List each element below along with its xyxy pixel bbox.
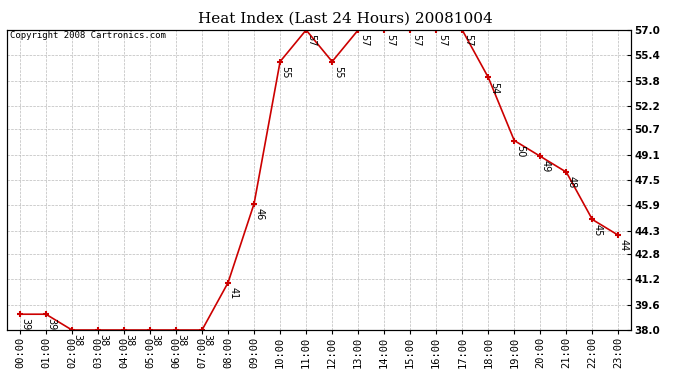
Text: 46: 46 (255, 208, 265, 220)
Text: 48: 48 (567, 176, 577, 189)
Text: 55: 55 (281, 66, 290, 78)
Text: 38: 38 (99, 334, 108, 346)
Text: 54: 54 (489, 81, 499, 94)
Text: 57: 57 (385, 34, 395, 46)
Text: Copyright 2008 Cartronics.com: Copyright 2008 Cartronics.com (10, 32, 166, 40)
Text: 44: 44 (619, 239, 629, 252)
Text: 57: 57 (306, 34, 317, 46)
Text: 38: 38 (150, 334, 161, 346)
Text: 41: 41 (228, 287, 239, 299)
Text: 50: 50 (515, 145, 525, 157)
Text: 39: 39 (46, 318, 57, 331)
Text: 55: 55 (333, 66, 343, 78)
Text: 39: 39 (21, 318, 30, 331)
Text: 38: 38 (177, 334, 186, 346)
Text: 57: 57 (411, 34, 421, 46)
Text: 38: 38 (72, 334, 83, 346)
Text: 49: 49 (541, 160, 551, 173)
Text: 45: 45 (593, 224, 603, 236)
Text: Heat Index (Last 24 Hours) 20081004: Heat Index (Last 24 Hours) 20081004 (197, 11, 493, 25)
Text: 38: 38 (203, 334, 213, 346)
Text: 57: 57 (463, 34, 473, 46)
Text: 57: 57 (359, 34, 368, 46)
Text: 57: 57 (437, 34, 446, 46)
Text: 38: 38 (124, 334, 135, 346)
